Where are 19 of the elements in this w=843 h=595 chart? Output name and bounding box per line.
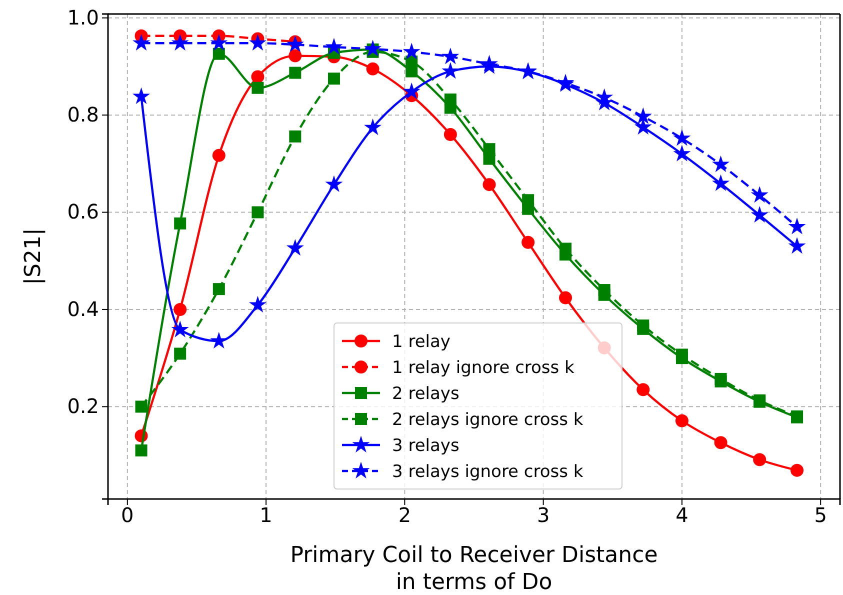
legend-label: 3 relays ignore cross k xyxy=(392,462,584,482)
y-tick-label: 0.2 xyxy=(67,394,99,418)
legend-label: 1 relay ignore cross k xyxy=(392,358,575,378)
x-axis-title: Primary Coil to Receiver Distance in terms of Do xyxy=(290,543,658,595)
y-axis-title: |S21| xyxy=(21,228,46,285)
legend-label: 2 relays ignore cross k xyxy=(392,410,584,430)
x-tick-label: 0 xyxy=(121,503,134,528)
x-tick-label: 5 xyxy=(814,503,827,528)
y-tick-label: 0.8 xyxy=(67,102,99,126)
x-tick-label: 3 xyxy=(536,503,550,528)
y-tick-label: 0.4 xyxy=(67,296,99,321)
legend-label: 2 relays xyxy=(392,384,460,404)
legend-label: 3 relays xyxy=(392,436,460,456)
x-tick-label: 1 xyxy=(260,503,272,528)
x-tick-label: 4 xyxy=(676,503,688,528)
y-tick-label: 0.6 xyxy=(67,200,99,224)
legend-label: 1 relay xyxy=(392,332,450,352)
y-tick-label: 1.0 xyxy=(67,5,99,30)
x-tick-label: 2 xyxy=(398,503,412,528)
